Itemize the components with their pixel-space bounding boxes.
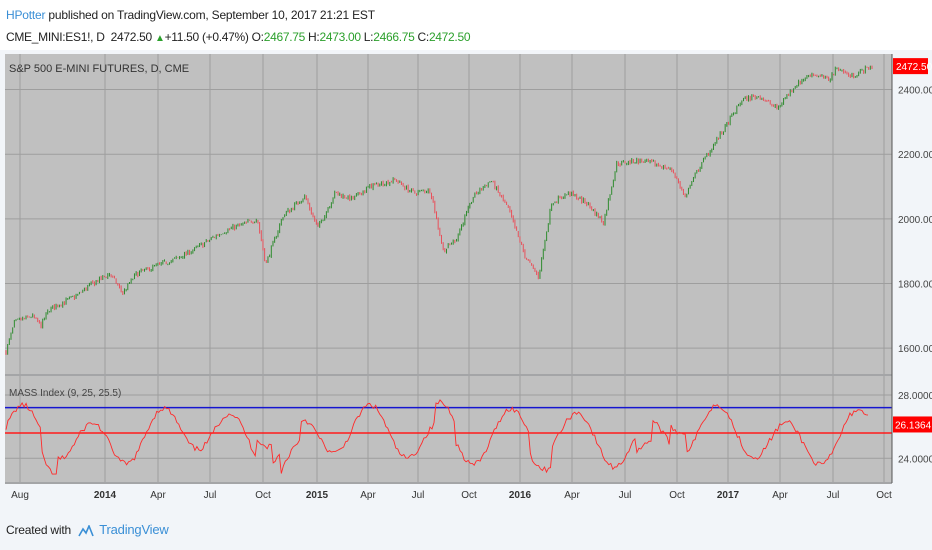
x-axis-label: 2015 bbox=[306, 490, 329, 501]
chart-area[interactable]: 1600.00 1800.00 2000.00 2200.00 2400.00 24.00… bbox=[0, 50, 932, 512]
high-label: H: bbox=[308, 30, 320, 44]
x-axis-label: Oct bbox=[669, 490, 685, 501]
x-axis-label: Jul bbox=[827, 490, 840, 501]
mass-tick-label: 28.0000 bbox=[898, 391, 932, 402]
x-axis-label: Apr bbox=[150, 490, 166, 501]
mass-pane-background[interactable] bbox=[5, 376, 892, 482]
low-label: L: bbox=[363, 30, 374, 44]
price-pane-background[interactable] bbox=[5, 54, 892, 374]
x-axis-label: Oct bbox=[876, 490, 892, 501]
x-axis-label: 2014 bbox=[94, 490, 117, 501]
x-axis-label: Apr bbox=[772, 490, 788, 501]
last-price: 2472.50 bbox=[110, 30, 153, 44]
mass-index-series bbox=[5, 399, 892, 475]
created-with: Created with TradingView bbox=[6, 522, 169, 537]
x-axis-label: Apr bbox=[360, 490, 376, 501]
price-tick-label: 1800.00 bbox=[898, 279, 932, 290]
up-arrow-icon: ▲ bbox=[154, 33, 165, 44]
tradingview-brand[interactable]: TradingView bbox=[99, 522, 169, 537]
price-pane-title: S&P 500 E-MINI FUTURES, D, CME bbox=[9, 63, 189, 75]
mass-value-label: 26.1364 bbox=[895, 420, 932, 431]
price-tick-label: 2200.00 bbox=[898, 150, 932, 161]
price-tick-label: 2000.00 bbox=[898, 215, 932, 226]
high-value: 2473.00 bbox=[319, 30, 361, 44]
created-with-text: Created with bbox=[6, 523, 71, 537]
x-axis-label: Apr bbox=[564, 490, 580, 501]
published-text: published on TradingView.com, September … bbox=[45, 8, 375, 22]
x-axis-label: Jul bbox=[204, 490, 217, 501]
symbol-label: CME_MINI:ES1!, D bbox=[6, 30, 105, 44]
open-label: O: bbox=[251, 30, 264, 44]
low-value: 2466.75 bbox=[373, 30, 415, 44]
x-axis-label: Oct bbox=[255, 490, 271, 501]
x-axis-label: 2017 bbox=[717, 490, 740, 501]
ohlc-legend: CME_MINI:ES1!, D 2472.50 ▲+11.50 (+0.47%… bbox=[6, 30, 471, 44]
footer: Created with TradingView bbox=[0, 512, 932, 550]
publish-header: HPotter published on TradingView.com, Se… bbox=[0, 0, 932, 50]
axes: 1600.00 1800.00 2000.00 2200.00 2400.00 24.00… bbox=[5, 54, 932, 501]
mass-pane-title: MASS Index (9, 25, 25.5) bbox=[9, 388, 121, 399]
tradingview-logo-icon bbox=[78, 524, 94, 537]
x-axis-label: Aug bbox=[11, 490, 29, 501]
x-axis-label: Jul bbox=[619, 490, 632, 501]
price-change: +11.50 (+0.47%) bbox=[164, 30, 249, 44]
close-label: C: bbox=[417, 30, 430, 44]
close-value: 2472.50 bbox=[428, 30, 471, 44]
x-axis-label: Jul bbox=[412, 490, 425, 501]
last-price-badge bbox=[893, 58, 928, 75]
publish-line: HPotter published on TradingView.com, Se… bbox=[6, 8, 375, 22]
x-axis-label: 2016 bbox=[509, 490, 532, 501]
price-tick-label: 1600.00 bbox=[898, 344, 932, 355]
mass-value-badge bbox=[893, 416, 932, 433]
mass-tick-label: 24.0000 bbox=[898, 454, 932, 465]
open-value: 2467.75 bbox=[263, 30, 306, 44]
x-axis-label: Oct bbox=[461, 490, 477, 501]
price-series bbox=[5, 65, 873, 355]
author-link[interactable]: HPotter bbox=[6, 8, 46, 22]
grid-lines bbox=[5, 54, 892, 482]
last-price-label: 2472.50 bbox=[896, 62, 932, 73]
mass-index-line bbox=[5, 399, 869, 475]
price-tick-label: 2400.00 bbox=[898, 86, 932, 97]
